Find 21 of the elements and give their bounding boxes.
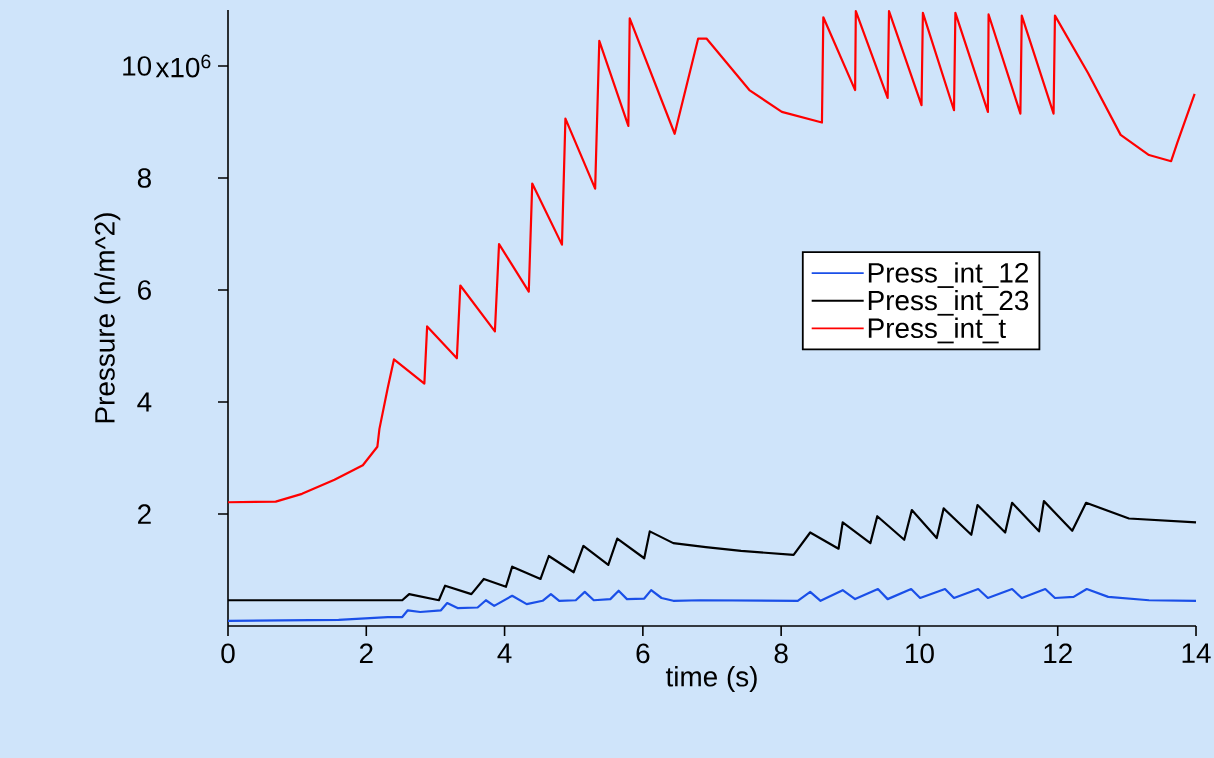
x-axis-title: time (s): [665, 666, 757, 693]
x-tick-label: 6: [636, 643, 650, 664]
x-tick-label: 12: [1044, 643, 1072, 663]
line-series: [226, 10, 1196, 504]
y-tick-label: 6: [138, 280, 151, 300]
legend-label: Press_int_12: [868, 262, 1028, 288]
y-axis-title: Pressure (n/m^2): [94, 213, 121, 423]
text: x10$^{6}$: [155, 54, 211, 78]
legend-label: Press_int_t: [868, 317, 1006, 344]
y-tick-label: 10: [123, 56, 152, 76]
legend-label: Press_int_23: [868, 289, 1029, 316]
y-tick-label: 8: [137, 168, 151, 188]
x-tick-label: 4: [497, 643, 512, 663]
x-tick-label: 0: [221, 643, 235, 664]
x-tick-label: 8: [774, 643, 788, 664]
y-tick-label: 2: [138, 504, 151, 524]
x-tick-label: 14: [1182, 643, 1211, 663]
x-tick-label: 10: [906, 643, 934, 664]
line-series: [226, 587, 1198, 623]
x-tick-label: 2: [359, 643, 373, 663]
y-tick-label: 4: [137, 392, 152, 412]
